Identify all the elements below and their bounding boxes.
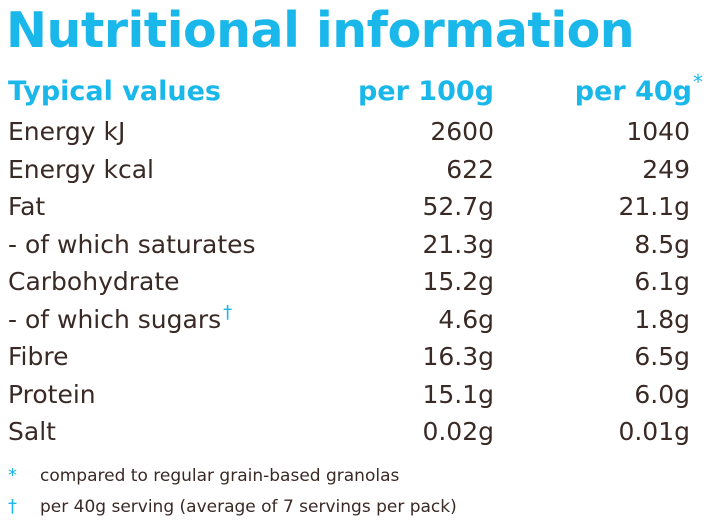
- page-title: Nutritional information: [6, 2, 635, 59]
- row-label: Energy kcal: [8, 154, 154, 184]
- row-per100: 15.1g: [422, 379, 494, 409]
- footnote-symbol: †: [8, 496, 17, 517]
- footnote: * compared to regular grain-based granola…: [8, 460, 457, 491]
- row-label: Fibre: [8, 342, 69, 371]
- footnote-symbol: *: [8, 465, 17, 486]
- nutrition-table: Energy kJ 2600 1040 Energy kcal 622 249 …: [0, 113, 706, 451]
- row-per100: 15.2g: [422, 267, 494, 296]
- row-label: - of which sugars: [8, 304, 222, 334]
- row-per40: 249: [642, 154, 690, 184]
- row-label: Fat: [8, 192, 46, 221]
- row-label-with-mark: - of which sugars †: [8, 301, 232, 339]
- header-per-100g: per 100g: [357, 76, 494, 107]
- row-per100: 2600: [430, 117, 494, 146]
- row-per40: 8.5g: [634, 229, 690, 259]
- row-label: Energy kJ: [8, 117, 126, 146]
- header-typical-values: Typical values: [8, 76, 221, 107]
- table-row: Carbohydrate 15.2g 6.1g: [0, 263, 706, 301]
- row-per40: 1.8g: [634, 304, 690, 334]
- header-per-40g: per 40g *: [574, 70, 703, 107]
- row-per40: 6.1g: [634, 267, 690, 296]
- table-row: - of which sugars † 4.6g 1.8g: [0, 301, 706, 339]
- row-per100: 52.7g: [422, 192, 494, 221]
- row-per100: 0.02g: [422, 417, 494, 446]
- row-per100: 21.3g: [422, 229, 494, 259]
- table-row: Fibre 16.3g 6.5g: [0, 338, 706, 376]
- row-label: Salt: [8, 417, 56, 446]
- row-label: - of which saturates: [8, 229, 256, 259]
- row-per100: 16.3g: [422, 342, 494, 371]
- row-per100: 4.6g: [438, 304, 494, 334]
- footnote: † per 40g serving (average of 7 servings …: [8, 491, 457, 522]
- table-row: Energy kJ 2600 1040: [0, 113, 706, 151]
- row-per40: 21.1g: [618, 192, 690, 221]
- row-per40: 1040: [626, 117, 690, 146]
- table-row: Energy kcal 622 249: [0, 151, 706, 189]
- row-label: Carbohydrate: [8, 267, 180, 296]
- footnotes: * compared to regular grain-based granola…: [8, 460, 457, 522]
- table-row: Protein 15.1g 6.0g: [0, 376, 706, 414]
- table-row: - of which saturates 21.3g 8.5g: [0, 226, 706, 264]
- row-per40: 0.01g: [618, 417, 690, 446]
- table-row: Salt 0.02g 0.01g: [0, 413, 706, 451]
- table-row: Fat 52.7g 21.1g: [0, 188, 706, 226]
- row-per40: 6.0g: [634, 379, 690, 409]
- footnote-text: compared to regular grain-based granolas: [40, 466, 400, 486]
- footnote-text: per 40g serving (average of 7 servings p…: [40, 497, 457, 517]
- row-per100: 622: [446, 154, 494, 184]
- dagger-mark: †: [223, 302, 233, 324]
- row-label: Protein: [8, 379, 96, 409]
- row-per40: 6.5g: [634, 342, 690, 371]
- header-per-40g-label: per 40g: [574, 76, 692, 107]
